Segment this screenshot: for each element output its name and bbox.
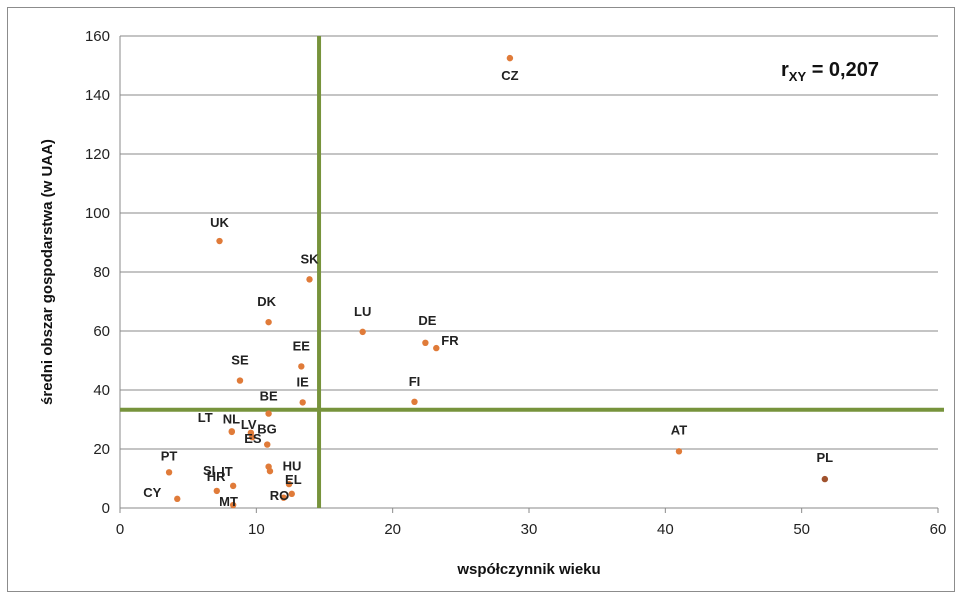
x-tick-50: 50 <box>793 521 810 538</box>
point-label-se: SE <box>231 353 249 368</box>
x-tick-10: 10 <box>248 521 265 538</box>
x-axis-title: współczynnik wieku <box>456 561 600 578</box>
y-tick-80: 80 <box>93 264 110 281</box>
point-bg <box>264 441 271 448</box>
y-tick-100: 100 <box>85 205 110 222</box>
point-pt <box>165 469 173 476</box>
point-label-ee: EE <box>293 338 311 353</box>
point-mt <box>229 501 237 509</box>
point-label-hu: HU <box>283 459 302 474</box>
x-tick-30: 30 <box>521 521 538 538</box>
point-label-pl: PL <box>817 450 834 465</box>
point-label-hr: HR <box>207 469 226 484</box>
x-tick-0: 0 <box>116 521 124 538</box>
point-se <box>236 377 244 384</box>
point-ro <box>288 490 295 498</box>
data-points <box>165 54 829 509</box>
point-label-de: DE <box>418 313 436 328</box>
y-tick-0: 0 <box>102 500 110 517</box>
point-label-ro: RO <box>270 488 290 503</box>
x-tick-40: 40 <box>657 521 674 538</box>
corr-r: r <box>781 59 789 81</box>
point-label-fi: FI <box>409 374 421 389</box>
point-cz <box>506 54 514 62</box>
point-label-si: SI <box>203 463 215 478</box>
point-label-pt: PT <box>161 448 178 463</box>
point-ee <box>298 363 305 370</box>
point-fi <box>411 398 418 405</box>
point-lt <box>228 428 235 436</box>
point-hr <box>213 487 220 495</box>
point-label-lu: LU <box>354 304 371 319</box>
y-tick-120: 120 <box>85 146 110 163</box>
point-label-fr: FR <box>441 333 459 348</box>
point-fr <box>433 344 440 352</box>
point-pl-extra <box>280 494 287 501</box>
x-tick-60: 60 <box>930 521 947 538</box>
point-at <box>675 448 683 455</box>
point-be <box>265 410 272 417</box>
corr-sub: XY <box>789 69 807 84</box>
axes <box>119 36 939 513</box>
point-uk <box>216 237 223 245</box>
point-label-be: BE <box>260 389 278 404</box>
y-tick-160: 160 <box>85 28 110 45</box>
point-ie <box>299 399 306 406</box>
y-tick-40: 40 <box>93 382 110 399</box>
point-label-mt: MT <box>219 494 238 509</box>
point-de <box>422 339 429 346</box>
point-sk <box>306 276 313 283</box>
point-label-it: IT <box>221 464 233 479</box>
point-pl <box>821 475 829 483</box>
point-si <box>266 467 274 475</box>
point-label-cz: CZ <box>501 68 518 83</box>
point-label-lt: LT <box>198 410 213 425</box>
point-label-dk: DK <box>257 294 276 309</box>
point-label-nl: NL <box>223 411 240 426</box>
chart-frame <box>7 7 955 592</box>
point-label-lv: LV <box>241 417 257 432</box>
point-label-bg: BG <box>257 422 277 437</box>
x-tick-20: 20 <box>384 521 401 538</box>
y-tick-140: 140 <box>85 87 110 104</box>
point-it <box>229 482 237 490</box>
point-label-es: ES <box>244 431 262 446</box>
point-label-uk: UK <box>210 215 229 230</box>
point-cy <box>174 495 181 503</box>
point-dk <box>265 318 272 326</box>
point-es <box>249 434 256 441</box>
point-label-ie: IE <box>297 374 310 389</box>
point-label-el: EL <box>285 472 302 487</box>
corr-value: = 0,207 <box>806 59 879 81</box>
grid-lines <box>120 35 938 450</box>
tick-labels: 0 20 40 60 80 100 120 140 160 0 10 20 30 40 50 60 <box>85 28 946 538</box>
correlation-annotation: rXY = 0,207 <box>781 59 879 84</box>
reference-lines <box>120 36 944 508</box>
y-axis-title: średni obszar gospodarstwa (w UAA) <box>39 139 56 405</box>
y-tick-20: 20 <box>93 441 110 458</box>
point-label-sk: SK <box>300 251 319 266</box>
point-label-at: AT <box>671 422 687 437</box>
y-tick-60: 60 <box>93 323 110 340</box>
point-el <box>285 480 293 488</box>
point-lu <box>359 328 366 336</box>
point-label-cy: CY <box>143 485 161 500</box>
